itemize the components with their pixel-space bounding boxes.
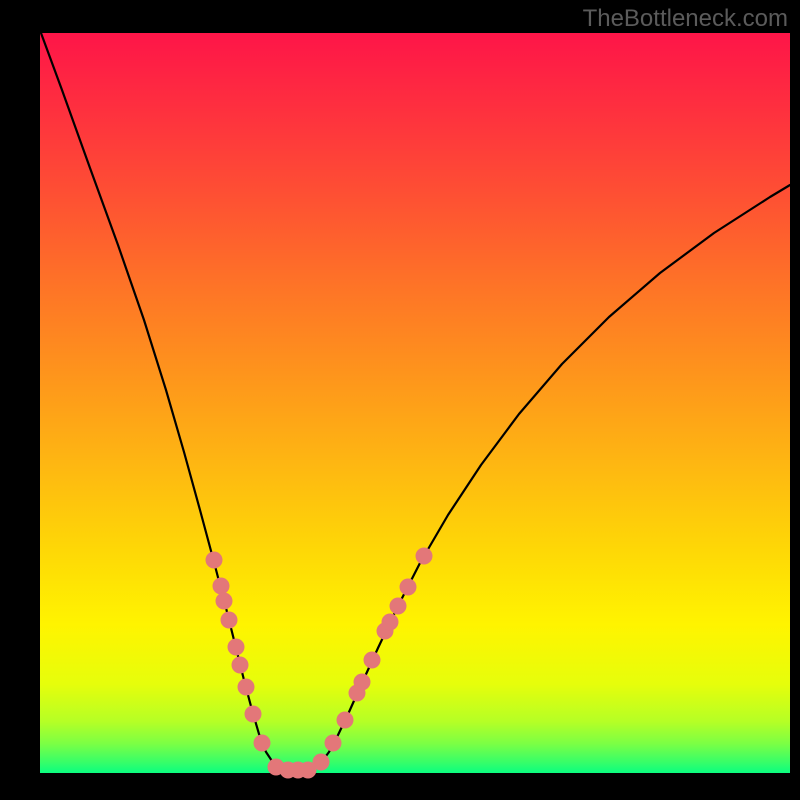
data-marker: [228, 639, 245, 656]
curve-left: [41, 33, 285, 770]
data-marker: [337, 712, 354, 729]
data-marker: [390, 598, 407, 615]
data-marker: [238, 679, 255, 696]
data-marker: [245, 706, 262, 723]
data-marker: [364, 652, 381, 669]
data-marker: [382, 614, 399, 631]
data-marker: [416, 548, 433, 565]
data-marker: [232, 657, 249, 674]
data-marker: [325, 735, 342, 752]
curve-right: [310, 185, 790, 770]
data-marker: [354, 674, 371, 691]
data-marker: [313, 754, 330, 771]
data-marker: [400, 579, 417, 596]
data-marker: [206, 552, 223, 569]
data-marker: [254, 735, 271, 752]
curves-layer: [0, 0, 800, 800]
data-marker: [221, 612, 238, 629]
canvas: TheBottleneck.com: [0, 0, 800, 800]
data-marker: [216, 593, 233, 610]
